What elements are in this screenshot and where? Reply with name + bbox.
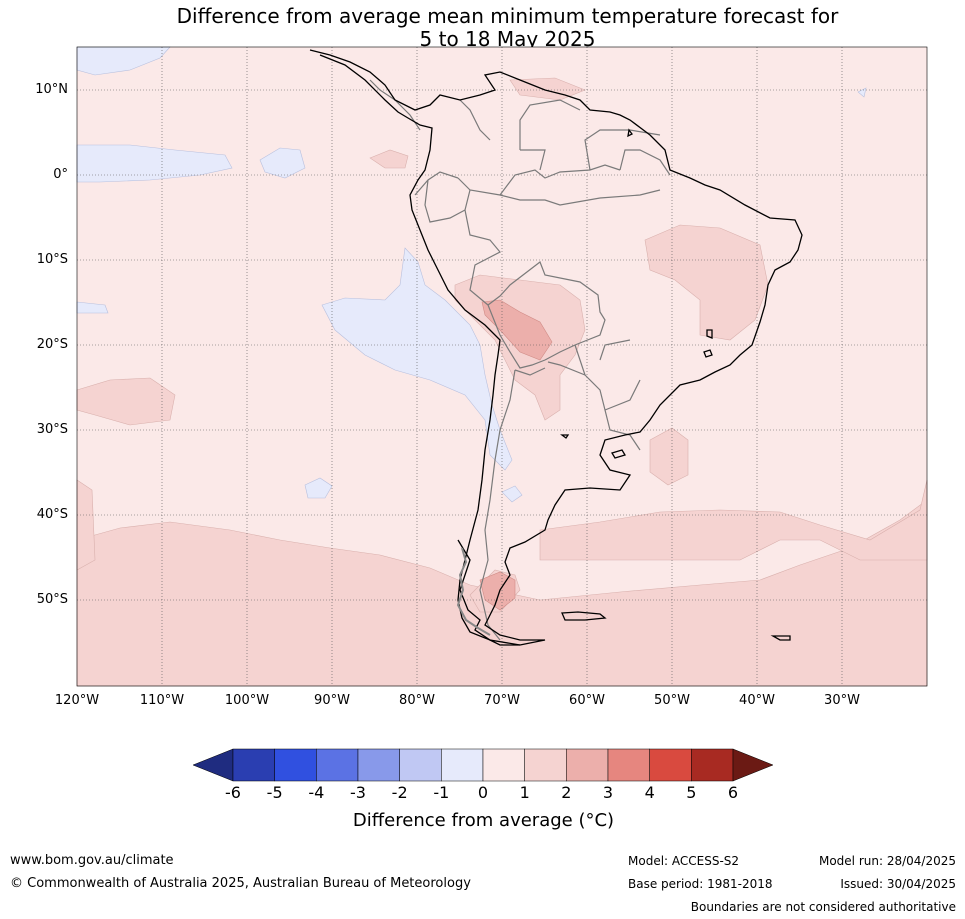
colorbar-bin	[274, 748, 317, 782]
lat-label-30s: 30°S	[36, 422, 68, 437]
footer-model: Model: ACCESS-S2	[628, 854, 740, 868]
fjord-coast	[456, 547, 491, 636]
colorbar-bin	[649, 748, 692, 782]
colorbar-bin	[566, 748, 609, 782]
footer-copyright: © Commonwealth of Australia 2025, Austra…	[10, 876, 471, 891]
colorbar-tick-label: 2	[561, 783, 572, 802]
colorbar-bin	[357, 748, 400, 782]
lat-label-0: 0°	[53, 167, 68, 182]
lon-label-50w: 50°W	[654, 693, 690, 708]
lat-label-20s: 20°S	[36, 337, 68, 352]
colorbar-label: Difference from average (°C)	[352, 810, 615, 831]
lat-label-40s: 40°S	[36, 507, 68, 522]
colorbar-bin	[441, 748, 484, 782]
colorbar-bin	[316, 748, 359, 782]
colorbar-tick-label: -1	[433, 783, 450, 802]
colorbar-bin	[607, 748, 650, 782]
colorbar-bin	[482, 748, 525, 782]
map-title-line-1: Difference from average mean minimum tem…	[176, 4, 839, 28]
colorbar-bin	[524, 748, 567, 782]
footer-model-run: Model run: 28/04/2025	[818, 854, 956, 868]
lon-label-100w: 100°W	[224, 693, 270, 708]
colorbar-tick-label: -5	[266, 783, 283, 802]
lat-label-10n: 10°N	[35, 82, 68, 97]
colorbar	[192, 748, 774, 782]
lat-label-50s: 50°S	[36, 592, 68, 607]
map-gridlines	[77, 47, 927, 686]
lon-label-110w: 110°W	[139, 693, 185, 708]
colorbar-bin	[691, 748, 734, 782]
colorbar-tick-label: -4	[308, 783, 325, 802]
lat-label-10s: 10°S	[36, 252, 68, 267]
colorbar-tick-label: -3	[350, 783, 366, 802]
coastline	[309, 49, 803, 646]
lon-label-80w: 80°W	[399, 693, 435, 708]
footer-issued: Issued: 30/04/2025	[840, 877, 956, 891]
footer-website: www.bom.gov.au/climate	[10, 853, 174, 868]
colorbar-tick-label: 1	[519, 783, 530, 802]
lon-label-40w: 40°W	[739, 693, 775, 708]
colorbar-tick-label: 4	[644, 783, 655, 802]
lon-label-30w: 30°W	[824, 693, 860, 708]
colorbar-tick-label: -2	[391, 783, 408, 802]
colorbar-tick-label: 6	[727, 783, 739, 802]
lon-label-120w: 120°W	[54, 693, 100, 708]
colorbar-tick-label: 5	[686, 783, 697, 802]
lon-label-90w: 90°W	[314, 693, 350, 708]
lon-label-70w: 70°W	[484, 693, 520, 708]
colorbar-tick-label: 0	[477, 783, 489, 802]
colorbar-tick-label: 3	[602, 783, 614, 802]
colorbar-tick-label: -6	[225, 783, 241, 802]
colorbar-bin	[232, 748, 275, 782]
colorbar-extend-low	[192, 748, 234, 782]
footer-disclaimer: Boundaries are not considered authoritat…	[690, 900, 956, 914]
colorbar-extend-high	[732, 748, 774, 782]
country-boundaries	[369, 79, 671, 641]
map-frame	[76, 46, 928, 687]
lon-label-60w: 60°W	[569, 693, 605, 708]
colorbar-bin	[399, 748, 442, 782]
footer-base-period: Base period: 1981-2018	[628, 877, 773, 891]
